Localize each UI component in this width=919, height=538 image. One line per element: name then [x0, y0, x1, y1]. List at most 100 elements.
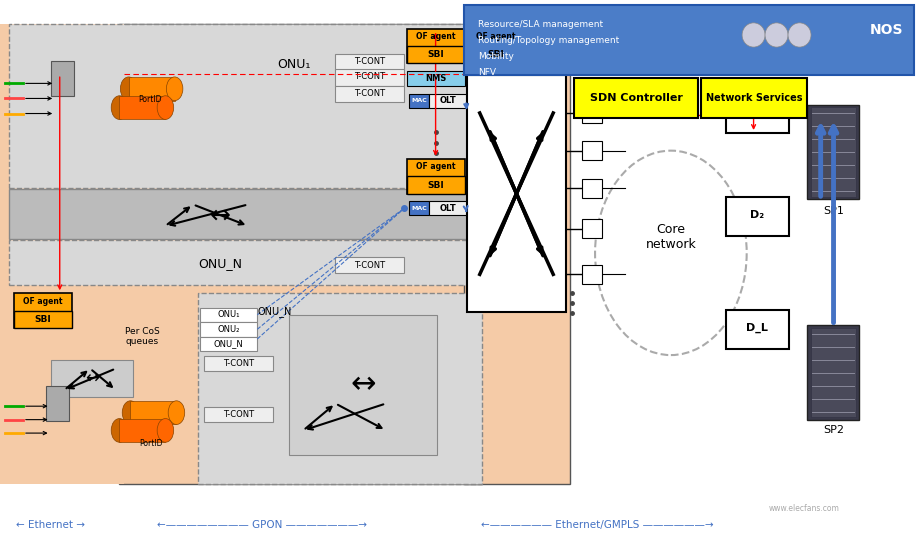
- Bar: [119, 96, 165, 119]
- Text: OF agent: OF agent: [416, 32, 456, 41]
- Text: SBI: SBI: [487, 51, 505, 59]
- FancyBboxPatch shape: [9, 240, 473, 285]
- Text: OLT: OLT: [439, 204, 456, 213]
- Ellipse shape: [166, 77, 183, 101]
- Text: www.elecfans.com: www.elecfans.com: [768, 504, 840, 513]
- Text: ←———————— GPON ———————→: ←———————— GPON ———————→: [157, 520, 367, 529]
- Text: SP2: SP2: [823, 426, 844, 435]
- FancyBboxPatch shape: [14, 311, 72, 328]
- FancyBboxPatch shape: [51, 360, 133, 397]
- Text: ONU_N: ONU_N: [199, 257, 243, 270]
- Text: SBI: SBI: [427, 181, 445, 189]
- Ellipse shape: [157, 96, 174, 119]
- Text: OF agent: OF agent: [476, 32, 516, 41]
- Ellipse shape: [120, 77, 137, 101]
- FancyBboxPatch shape: [582, 219, 602, 238]
- FancyBboxPatch shape: [582, 179, 602, 198]
- Text: NFV: NFV: [478, 68, 496, 77]
- Text: Network Services: Network Services: [706, 93, 802, 103]
- FancyBboxPatch shape: [467, 75, 566, 312]
- FancyBboxPatch shape: [9, 189, 473, 239]
- FancyBboxPatch shape: [582, 141, 602, 160]
- Text: Per CoS
queues: Per CoS queues: [125, 327, 160, 346]
- Text: D₂: D₂: [750, 210, 765, 220]
- FancyBboxPatch shape: [811, 328, 856, 417]
- Text: Core
network: Core network: [645, 223, 697, 251]
- FancyBboxPatch shape: [200, 308, 257, 322]
- Ellipse shape: [122, 401, 139, 424]
- Text: PortID: PortID: [139, 440, 163, 448]
- Text: T-CONT: T-CONT: [354, 261, 385, 270]
- Text: ↔: ↔: [350, 370, 376, 399]
- FancyBboxPatch shape: [9, 24, 473, 188]
- Text: T-CONT: T-CONT: [223, 410, 255, 419]
- Text: D₁: D₁: [750, 108, 765, 118]
- FancyBboxPatch shape: [701, 78, 807, 118]
- Text: ←—————— Ethernet/GMPLS ——————→: ←—————— Ethernet/GMPLS ——————→: [481, 520, 714, 529]
- FancyBboxPatch shape: [467, 46, 525, 63]
- FancyBboxPatch shape: [51, 61, 74, 96]
- FancyBboxPatch shape: [409, 201, 429, 215]
- Text: T-CONT: T-CONT: [354, 73, 385, 81]
- FancyBboxPatch shape: [14, 293, 72, 328]
- Bar: [129, 77, 175, 101]
- Text: D_L: D_L: [746, 323, 768, 334]
- FancyBboxPatch shape: [467, 29, 525, 63]
- Text: Resource/SLA management: Resource/SLA management: [478, 20, 603, 29]
- Text: ONU₂: ONU₂: [218, 325, 240, 334]
- Ellipse shape: [789, 23, 811, 47]
- FancyBboxPatch shape: [407, 71, 465, 86]
- FancyBboxPatch shape: [0, 24, 124, 484]
- FancyBboxPatch shape: [204, 356, 273, 371]
- FancyBboxPatch shape: [582, 265, 602, 284]
- FancyBboxPatch shape: [335, 69, 404, 86]
- FancyBboxPatch shape: [200, 337, 257, 351]
- Text: SBI: SBI: [427, 51, 445, 59]
- Text: ← Ethernet →: ← Ethernet →: [16, 520, 85, 529]
- Text: T-CONT: T-CONT: [354, 89, 385, 97]
- FancyBboxPatch shape: [407, 176, 465, 194]
- Text: Mobility: Mobility: [478, 52, 514, 61]
- Text: ONU_N: ONU_N: [214, 339, 244, 348]
- FancyBboxPatch shape: [409, 94, 429, 108]
- Text: T-CONT: T-CONT: [354, 58, 385, 66]
- Text: T-CONT: T-CONT: [223, 359, 255, 368]
- Text: SP1: SP1: [823, 206, 844, 216]
- FancyBboxPatch shape: [204, 407, 273, 422]
- Text: SBI: SBI: [34, 315, 51, 324]
- Text: OLT: OLT: [439, 96, 456, 105]
- FancyBboxPatch shape: [726, 310, 789, 349]
- Text: PortID: PortID: [138, 95, 162, 104]
- Text: SDN Controller: SDN Controller: [590, 93, 683, 103]
- Text: NMS: NMS: [425, 74, 447, 83]
- Text: ONU_N: ONU_N: [257, 307, 291, 317]
- FancyBboxPatch shape: [198, 293, 482, 484]
- Text: OF agent: OF agent: [416, 162, 456, 171]
- Text: MAC: MAC: [411, 206, 427, 211]
- FancyBboxPatch shape: [407, 46, 465, 63]
- Ellipse shape: [743, 23, 765, 47]
- Text: Routing/Topology management: Routing/Topology management: [478, 36, 619, 45]
- Text: ONU₁: ONU₁: [218, 310, 240, 319]
- FancyBboxPatch shape: [429, 94, 466, 108]
- FancyBboxPatch shape: [335, 54, 404, 70]
- Ellipse shape: [111, 96, 128, 119]
- FancyBboxPatch shape: [407, 29, 465, 63]
- Text: ↔: ↔: [85, 370, 99, 388]
- FancyBboxPatch shape: [811, 107, 856, 197]
- FancyBboxPatch shape: [335, 86, 404, 102]
- FancyBboxPatch shape: [807, 105, 859, 199]
- Text: ONU₁: ONU₁: [278, 58, 311, 71]
- FancyBboxPatch shape: [726, 95, 789, 133]
- Bar: [130, 401, 176, 424]
- FancyBboxPatch shape: [574, 78, 698, 118]
- FancyBboxPatch shape: [464, 5, 914, 75]
- Ellipse shape: [157, 419, 174, 442]
- FancyBboxPatch shape: [289, 315, 437, 455]
- Ellipse shape: [168, 401, 185, 424]
- FancyBboxPatch shape: [335, 257, 404, 273]
- Text: OF agent: OF agent: [23, 297, 62, 306]
- FancyBboxPatch shape: [429, 201, 466, 215]
- FancyBboxPatch shape: [119, 24, 482, 484]
- Text: ↔: ↔: [210, 203, 231, 227]
